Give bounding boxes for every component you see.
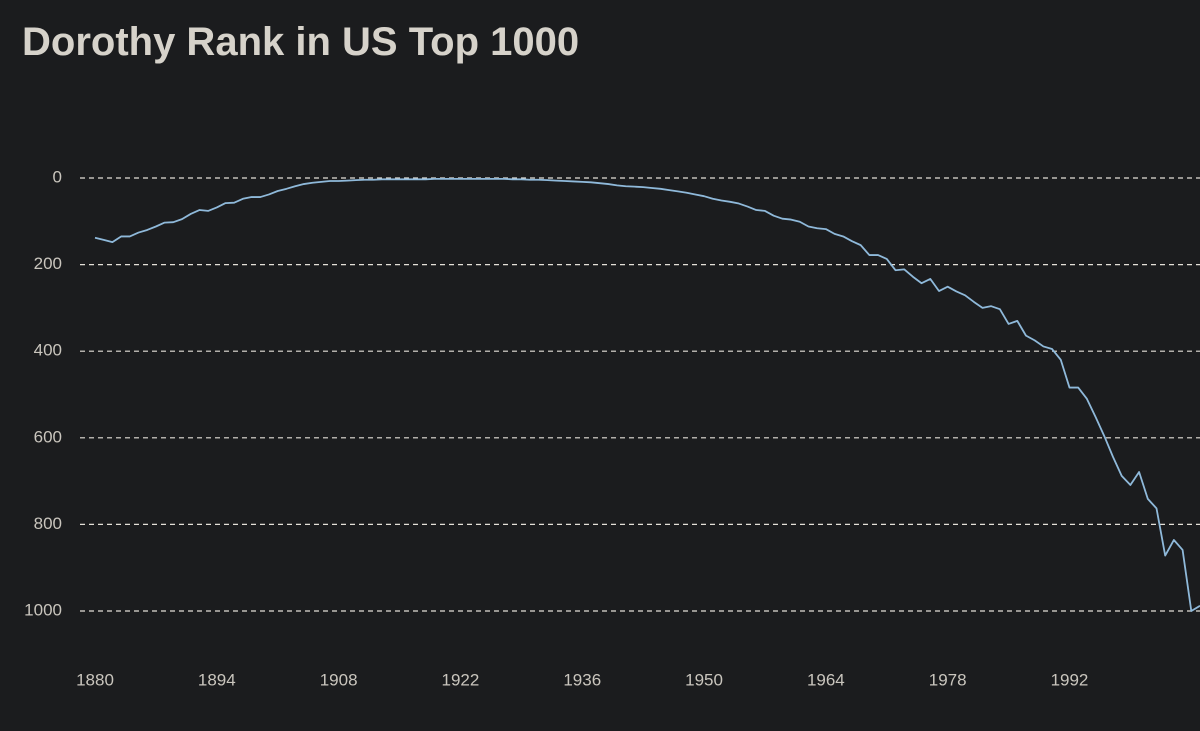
x-tick-label: 1964 [807,670,845,689]
y-tick-label: 200 [34,254,62,273]
chart-title: Dorothy Rank in US Top 1000 [22,20,579,64]
x-tick-label: 1936 [563,670,601,689]
line-series [94,177,1200,612]
x-tick-label: 1922 [442,670,480,689]
y-tick-label: 600 [34,427,62,446]
y-tick-label: 800 [34,514,62,533]
y-tick-label: 0 [53,167,62,186]
x-tick-label: 1950 [685,670,723,689]
x-tick-label: 1978 [929,670,967,689]
y-tick-label: 1000 [24,600,62,619]
x-tick-label: 1992 [1051,670,1089,689]
x-tick-label: 1880 [76,670,114,689]
x-tick-label: 1908 [320,670,358,689]
x-tick-label: 1894 [198,670,236,689]
y-tick-label: 400 [34,341,62,360]
